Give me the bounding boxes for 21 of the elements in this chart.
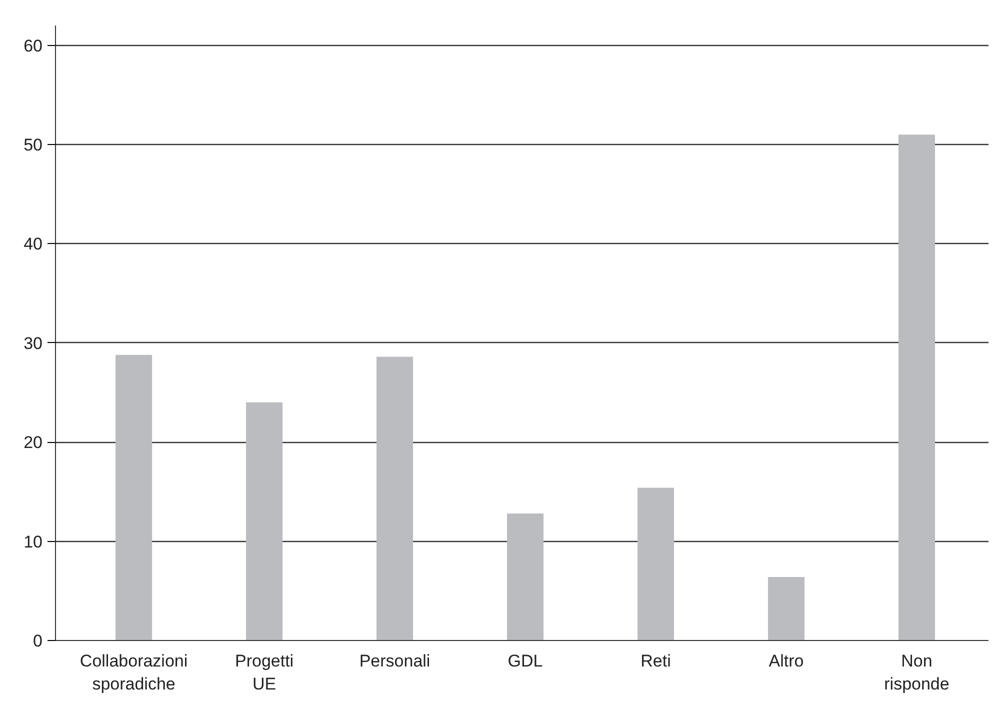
x-tick-label: Collaborazioni sporadiche: [80, 652, 188, 694]
y-tick-label: 30: [24, 334, 43, 353]
x-tick-label: GDL: [508, 652, 543, 670]
y-tick-label: 50: [24, 136, 43, 155]
y-tick-label: 60: [24, 36, 43, 56]
y-tick-label: 10: [24, 532, 43, 552]
bar: [116, 354, 152, 640]
x-tick-label: Progetti UE: [234, 652, 294, 694]
y-tick-label: 20: [24, 433, 43, 452]
x-tick-label: Altro: [768, 652, 804, 670]
bar: [768, 577, 805, 640]
bar: [898, 134, 935, 640]
bar: [506, 514, 544, 640]
bar: [246, 402, 283, 640]
y-tick-label: 40: [24, 234, 43, 254]
y-tick-label: 0: [33, 632, 43, 650]
x-tick-label: Reti: [640, 652, 671, 670]
x-tick-label: Non risponde: [884, 652, 950, 694]
bar: [637, 488, 674, 640]
x-tick-label: Personali: [359, 652, 430, 670]
bar: [376, 356, 414, 640]
